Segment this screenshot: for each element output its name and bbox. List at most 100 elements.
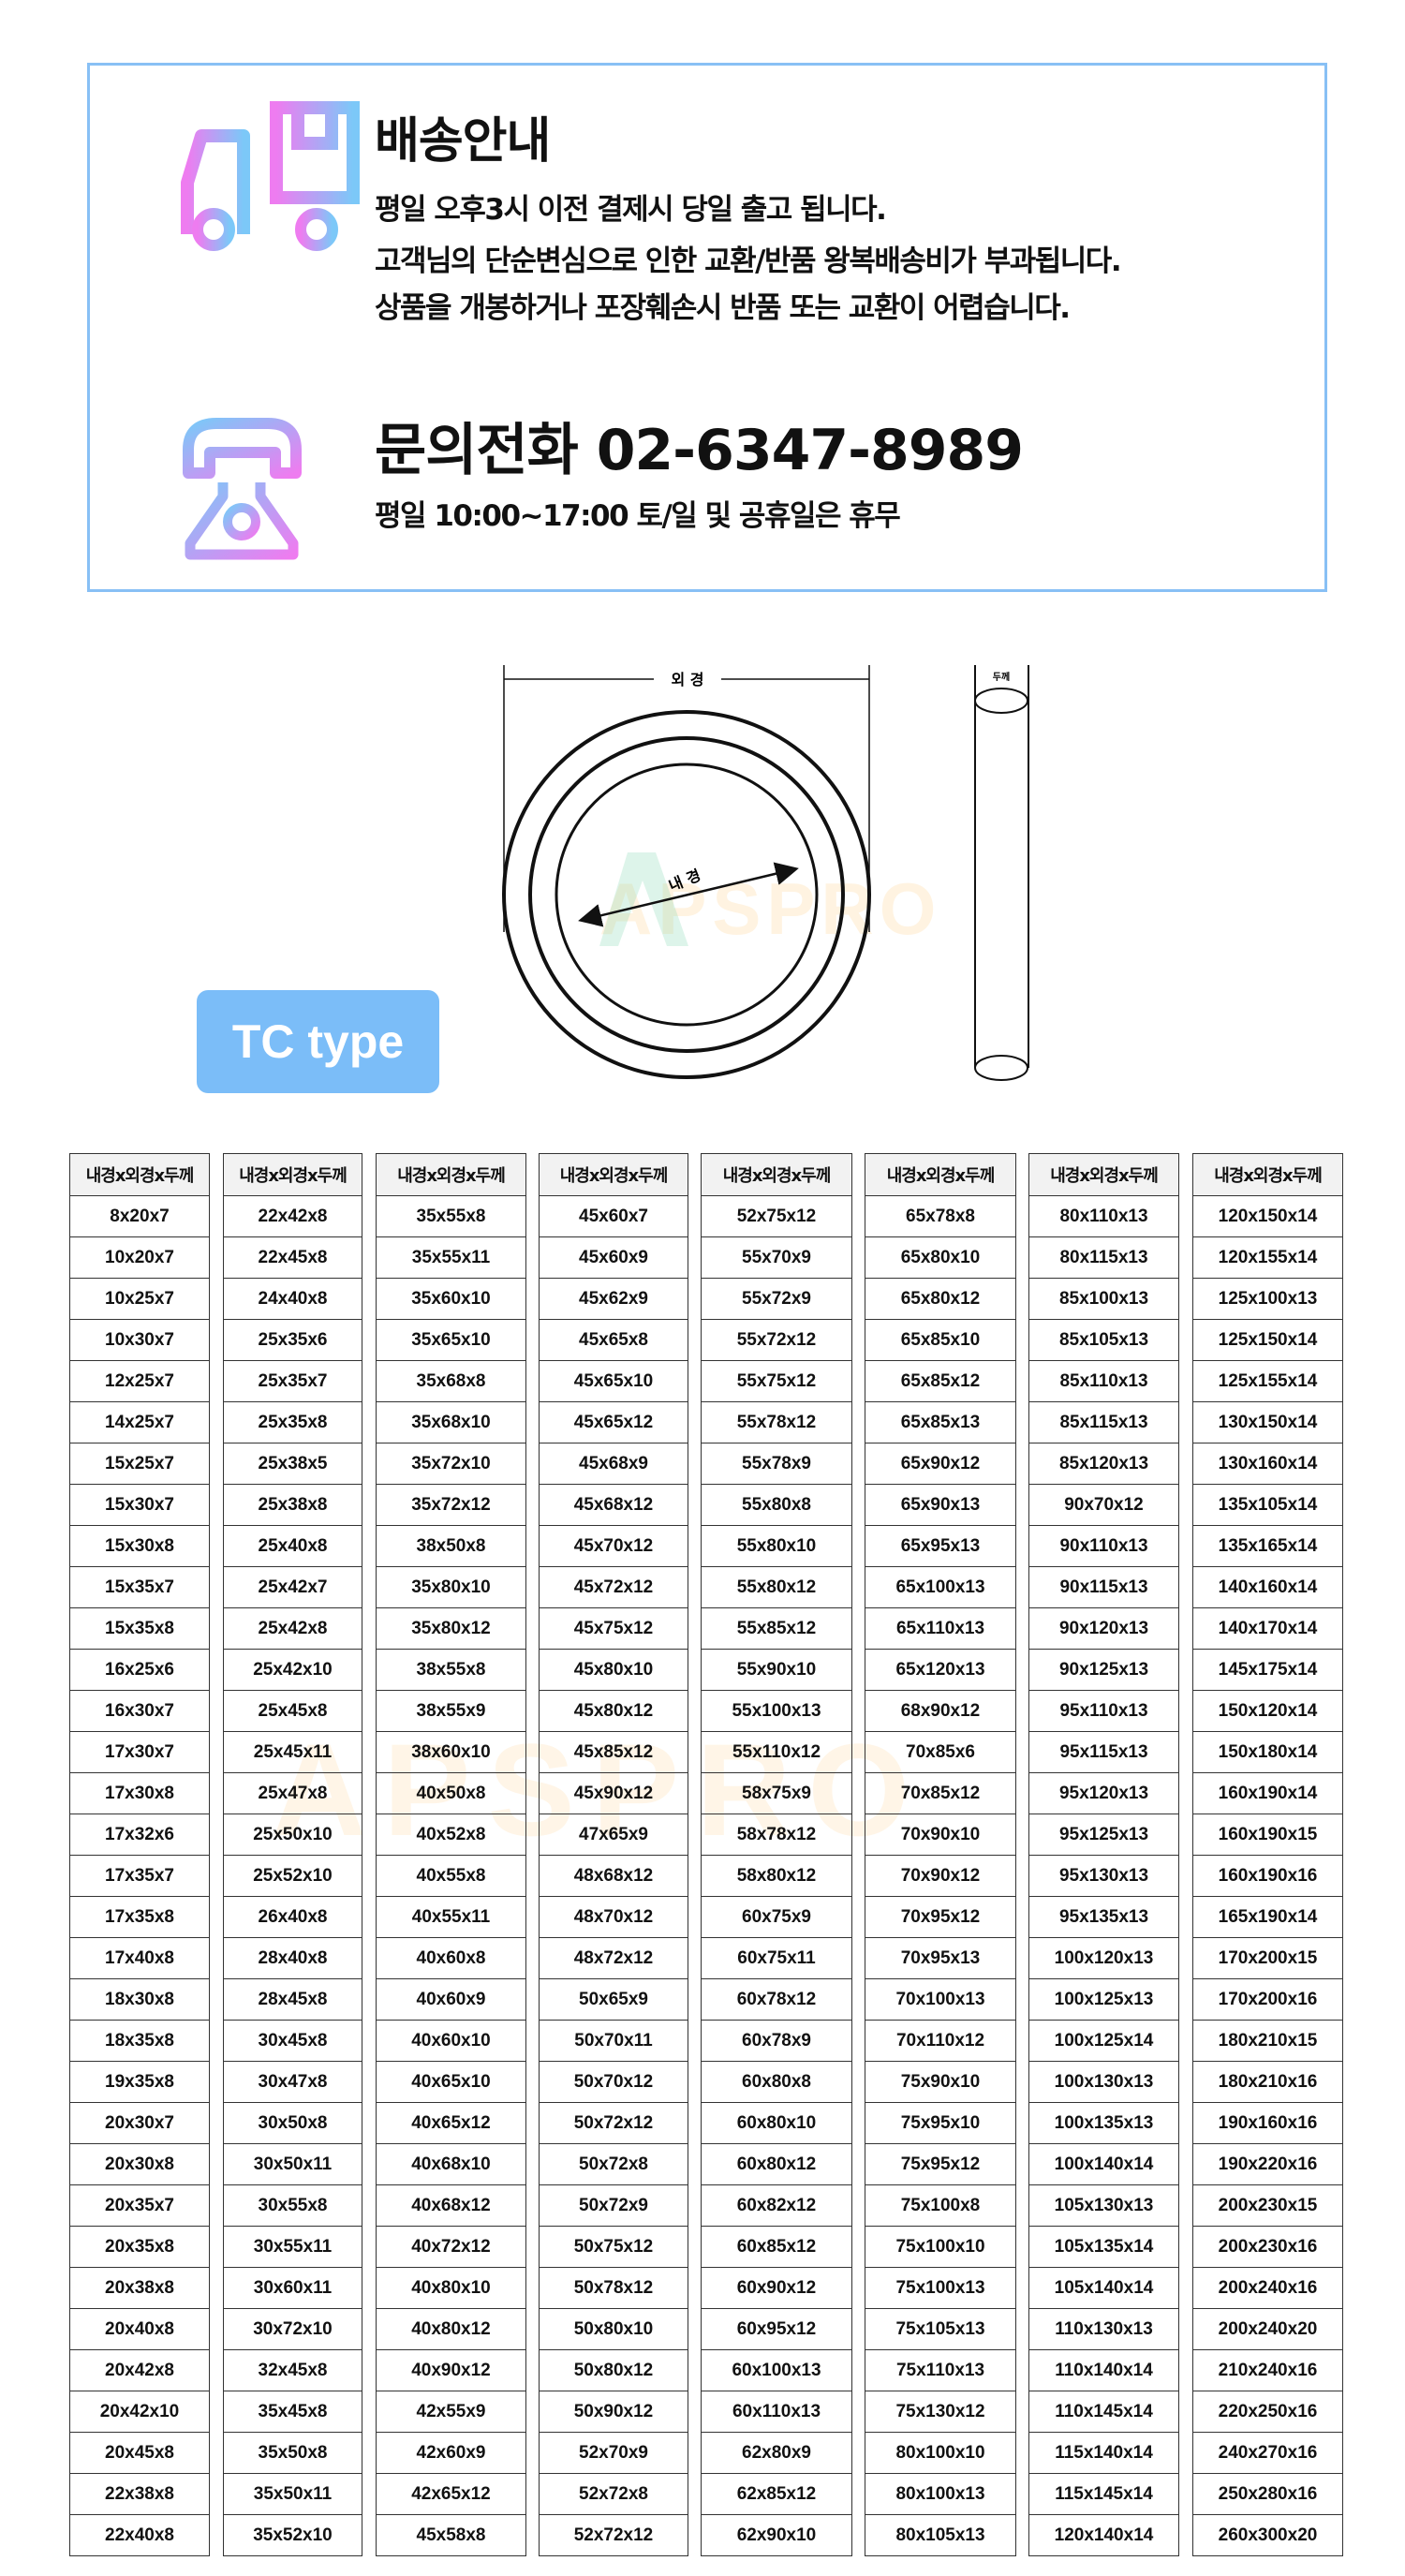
size-cell: 8x20x7 xyxy=(70,1195,209,1236)
size-cell: 18x30x8 xyxy=(70,1978,209,2020)
size-cell: 58x78x12 xyxy=(702,1814,851,1855)
size-cell: 15x35x7 xyxy=(70,1566,209,1607)
size-cell: 115x145x14 xyxy=(1029,2473,1178,2514)
column-header: 내경x외경x두께 xyxy=(1029,1154,1178,1195)
contact-title: 문의전화 02-6347-8989 xyxy=(375,418,1024,483)
inner-diameter-label: 내 경 xyxy=(666,866,703,896)
size-cell: 38x55x9 xyxy=(377,1690,525,1731)
size-cell: 35x68x8 xyxy=(377,1360,525,1401)
size-cell: 45x80x10 xyxy=(540,1649,688,1690)
size-cell: 65x90x13 xyxy=(865,1484,1015,1525)
size-cell: 75x130x12 xyxy=(865,2391,1015,2432)
size-cell: 40x60x8 xyxy=(377,1937,525,1978)
size-cell: 30x72x10 xyxy=(224,2308,362,2349)
size-cell: 10x30x7 xyxy=(70,1319,209,1360)
size-cell: 35x80x10 xyxy=(377,1566,525,1607)
size-cell: 28x45x8 xyxy=(224,1978,362,2020)
size-cell: 40x65x10 xyxy=(377,2061,525,2102)
size-cell: 65x90x12 xyxy=(865,1443,1015,1484)
size-cell: 80x100x10 xyxy=(865,2432,1015,2473)
size-cell: 100x130x13 xyxy=(1029,2061,1178,2102)
size-cell: 80x115x13 xyxy=(1029,1236,1178,1278)
size-cell: 45x68x12 xyxy=(540,1484,688,1525)
size-cell: 35x45x8 xyxy=(224,2391,362,2432)
size-cell: 50x75x12 xyxy=(540,2226,688,2267)
size-cell: 45x60x9 xyxy=(540,1236,688,1278)
size-cell: 52x72x8 xyxy=(540,2473,688,2514)
size-cell: 50x72x9 xyxy=(540,2184,688,2226)
column-header: 내경x외경x두께 xyxy=(702,1154,851,1195)
size-cell: 15x30x7 xyxy=(70,1484,209,1525)
outer-ring xyxy=(502,710,871,1079)
size-cell: 55x100x13 xyxy=(702,1690,851,1731)
size-cell: 17x32x6 xyxy=(70,1814,209,1855)
size-cell: 100x135x13 xyxy=(1029,2102,1178,2143)
size-cell: 240x270x16 xyxy=(1193,2432,1342,2473)
size-cell: 95x110x13 xyxy=(1029,1690,1178,1731)
size-cell: 20x45x8 xyxy=(70,2432,209,2473)
size-cell: 180x210x16 xyxy=(1193,2061,1342,2102)
size-cell: 42x60x9 xyxy=(377,2432,525,2473)
size-cell: 60x90x12 xyxy=(702,2267,851,2308)
size-cell: 38x55x8 xyxy=(377,1649,525,1690)
size-cell: 17x35x8 xyxy=(70,1896,209,1937)
size-cell: 75x100x13 xyxy=(865,2267,1015,2308)
size-cell: 62x85x12 xyxy=(702,2473,851,2514)
column-header: 내경x외경x두께 xyxy=(540,1154,688,1195)
size-cell: 12x25x7 xyxy=(70,1360,209,1401)
size-cell: 150x180x14 xyxy=(1193,1731,1342,1772)
size-cell: 55x78x12 xyxy=(702,1401,851,1443)
table-column: 내경x외경x두께 65x78x8 65x80x10 65x80x12 65x85x10 6… xyxy=(865,1153,1016,2556)
size-cell: 105x130x13 xyxy=(1029,2184,1178,2226)
size-cell: 25x42x10 xyxy=(224,1649,362,1690)
size-cell: 70x110x12 xyxy=(865,2020,1015,2061)
size-cell: 80x105x13 xyxy=(865,2514,1015,2555)
size-cell: 140x160x14 xyxy=(1193,1566,1342,1607)
size-cell: 40x52x8 xyxy=(377,1814,525,1855)
size-cell: 100x140x14 xyxy=(1029,2143,1178,2184)
size-cell: 22x38x8 xyxy=(70,2473,209,2514)
size-cell: 20x35x8 xyxy=(70,2226,209,2267)
size-cell: 55x72x9 xyxy=(702,1278,851,1319)
size-cell: 24x40x8 xyxy=(224,1278,362,1319)
size-cell: 120x150x14 xyxy=(1193,1195,1342,1236)
size-cell: 120x140x14 xyxy=(1029,2514,1178,2555)
size-cell: 40x80x12 xyxy=(377,2308,525,2349)
size-cell: 65x85x10 xyxy=(865,1319,1015,1360)
size-cell: 50x80x10 xyxy=(540,2308,688,2349)
size-cell: 60x110x13 xyxy=(702,2391,851,2432)
size-cell: 35x72x10 xyxy=(377,1443,525,1484)
size-cell: 55x78x9 xyxy=(702,1443,851,1484)
size-cell: 50x80x12 xyxy=(540,2349,688,2391)
size-cell: 65x85x13 xyxy=(865,1401,1015,1443)
column-header: 내경x외경x두께 xyxy=(377,1154,525,1195)
size-cell: 65x110x13 xyxy=(865,1607,1015,1649)
size-cell: 180x210x15 xyxy=(1193,2020,1342,2061)
size-cell: 200x240x20 xyxy=(1193,2308,1342,2349)
size-cell: 200x240x16 xyxy=(1193,2267,1342,2308)
shipping-title: 배송안내 xyxy=(375,113,551,170)
size-cell: 70x95x13 xyxy=(865,1937,1015,1978)
size-cell: 75x105x13 xyxy=(865,2308,1015,2349)
size-cell: 17x30x7 xyxy=(70,1731,209,1772)
size-cell: 45x80x12 xyxy=(540,1690,688,1731)
size-cell: 25x35x6 xyxy=(224,1319,362,1360)
size-cell: 15x35x8 xyxy=(70,1607,209,1649)
size-cell: 20x42x8 xyxy=(70,2349,209,2391)
size-cell: 50x72x8 xyxy=(540,2143,688,2184)
size-cell: 35x55x11 xyxy=(377,1236,525,1278)
size-cell: 110x140x14 xyxy=(1029,2349,1178,2391)
size-cell: 25x40x8 xyxy=(224,1525,362,1566)
size-cell: 40x68x10 xyxy=(377,2143,525,2184)
watermark-logo: APSPRO xyxy=(272,1716,927,1863)
size-cell: 90x125x13 xyxy=(1029,1649,1178,1690)
size-cell: 58x75x9 xyxy=(702,1772,851,1814)
size-cell: 55x80x8 xyxy=(702,1484,851,1525)
size-cell: 70x85x12 xyxy=(865,1772,1015,1814)
size-cell: 48x70x12 xyxy=(540,1896,688,1937)
telephone-icon xyxy=(183,418,302,560)
inner-ring xyxy=(555,762,819,1027)
size-cell: 220x250x16 xyxy=(1193,2391,1342,2432)
size-cell: 190x220x16 xyxy=(1193,2143,1342,2184)
size-cell: 45x65x8 xyxy=(540,1319,688,1360)
